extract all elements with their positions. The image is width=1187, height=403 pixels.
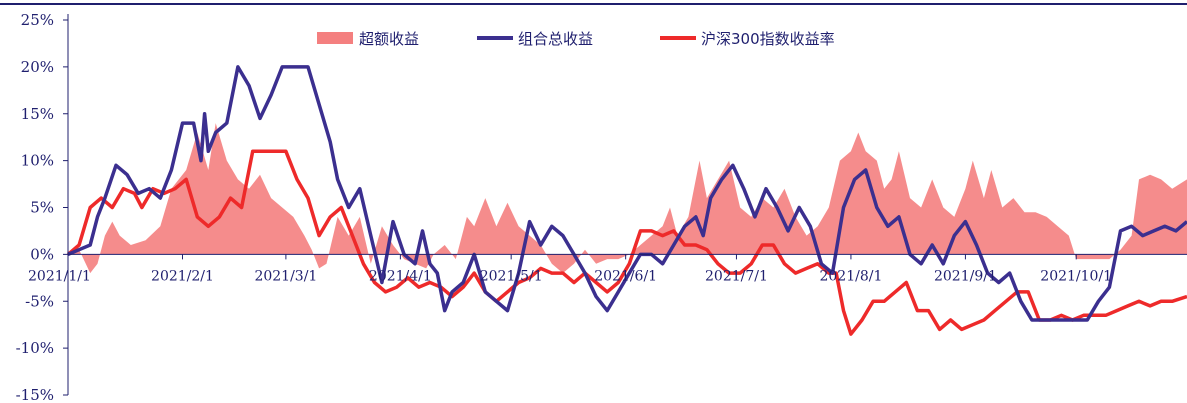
y-tick-label: 0% bbox=[30, 245, 54, 263]
x-tick-label: 2021/7/1 bbox=[705, 268, 768, 284]
legend: 超额收益 组合总收益 沪深300指数收益率 bbox=[317, 30, 835, 48]
y-tick-label: -15% bbox=[16, 386, 54, 403]
excess-return-area bbox=[68, 123, 1187, 274]
x-tick-label: 2021/6/1 bbox=[594, 268, 657, 284]
plot-area: 25% 20% 15% 10% 5% 0% -5% -10% -15% 2021/1/1 2021/… bbox=[16, 11, 1187, 403]
y-tick-label: 25% bbox=[21, 11, 54, 29]
y-tick-label: 20% bbox=[21, 58, 54, 76]
legend-label-index: 沪深300指数收益率 bbox=[701, 30, 835, 48]
series-line-index bbox=[66, 149, 1187, 336]
axes: 25% 20% 15% 10% 5% 0% -5% -10% -15% 2021/1/1 2021/… bbox=[16, 11, 1187, 403]
x-tick-label: 2021/8/1 bbox=[819, 268, 882, 284]
x-tick-label: 2021/1/1 bbox=[28, 268, 91, 284]
x-tick-label: 2021/5/1 bbox=[480, 268, 543, 284]
y-tick-label: 5% bbox=[30, 199, 54, 217]
y-tick-label: -10% bbox=[16, 339, 54, 357]
y-tick-label: 15% bbox=[21, 105, 54, 123]
x-tick-label: 2021/4/1 bbox=[369, 268, 432, 284]
y-tick-label: 10% bbox=[21, 152, 54, 170]
legend-swatch-excess bbox=[317, 32, 353, 44]
x-tick-label: 2021/9/1 bbox=[934, 268, 997, 284]
x-tick-label: 2021/10/1 bbox=[1040, 268, 1112, 284]
y-tick-label: -5% bbox=[25, 292, 54, 310]
x-tick-label: 2021/3/1 bbox=[254, 268, 317, 284]
legend-label-excess: 超额收益 bbox=[359, 30, 419, 48]
legend-label-portfolio: 组合总收益 bbox=[518, 30, 593, 48]
series-lines bbox=[66, 65, 1187, 336]
series-area-excess bbox=[68, 123, 1187, 274]
x-tick-label: 2021/2/1 bbox=[151, 268, 214, 284]
series-line-portfolio bbox=[67, 65, 1187, 322]
